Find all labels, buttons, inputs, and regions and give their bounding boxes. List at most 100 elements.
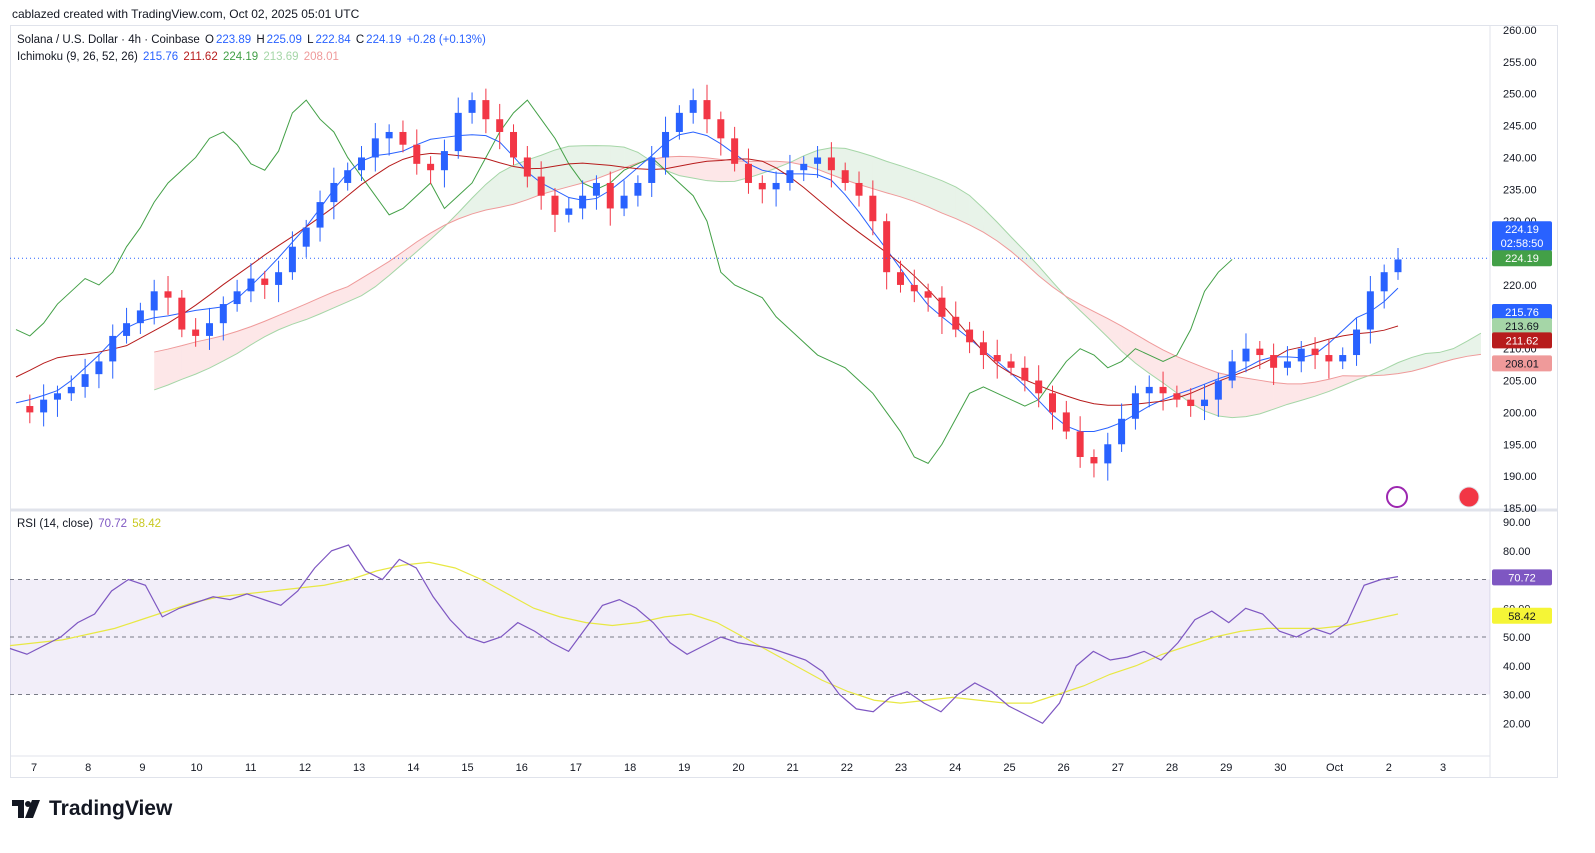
legend-open: 223.89 bbox=[215, 34, 252, 46]
candle-body bbox=[703, 100, 711, 120]
time-axis-tick: 15 bbox=[461, 762, 473, 774]
legend-o-label: O bbox=[205, 34, 214, 46]
ichimoku-cloud-segment bbox=[1232, 375, 1246, 418]
candle-body bbox=[565, 208, 573, 215]
rsi-line bbox=[9, 544, 1399, 725]
candle-body bbox=[1159, 386, 1167, 394]
candle-body bbox=[855, 182, 863, 196]
ichimoku-cloud-segment bbox=[306, 297, 321, 320]
time-axis-tick: 2 bbox=[1386, 762, 1392, 774]
candle-body bbox=[1270, 355, 1278, 368]
rsi-ma-line bbox=[9, 561, 1399, 704]
candle-body bbox=[786, 170, 794, 183]
candle-body bbox=[150, 291, 158, 311]
candle-body bbox=[993, 355, 1001, 362]
candle-body bbox=[924, 291, 932, 298]
candle-body bbox=[1366, 291, 1374, 330]
time-axis-tick: 3 bbox=[1440, 762, 1446, 774]
candle-body bbox=[620, 195, 628, 209]
ichimoku-cloud-segment bbox=[762, 161, 777, 174]
candle-body bbox=[1104, 444, 1112, 464]
rsi-ma-badge: 58.42 bbox=[1508, 611, 1536, 623]
candle-body bbox=[399, 131, 407, 145]
ichimoku-cloud-segment bbox=[1093, 311, 1108, 338]
ichimoku-cloud-segment bbox=[707, 157, 721, 182]
candle-body bbox=[1090, 457, 1098, 464]
rsi-ma-legend-value: 58.42 bbox=[132, 518, 162, 530]
candle-body bbox=[772, 182, 780, 190]
rsi-label[interactable]: RSI (14, close) bbox=[17, 518, 94, 530]
flag-icon bbox=[1458, 486, 1480, 508]
ichimoku-cloud-segment bbox=[1245, 378, 1260, 417]
candle-body bbox=[979, 342, 987, 356]
candle-body bbox=[247, 278, 255, 292]
time-axis-tick: 25 bbox=[1003, 762, 1015, 774]
candle-body bbox=[758, 182, 766, 190]
candle-body bbox=[592, 182, 600, 196]
ichimoku-cloud-segment bbox=[1411, 353, 1426, 372]
candle-body bbox=[385, 131, 393, 139]
time-axis-tick: 29 bbox=[1220, 762, 1232, 774]
ichimoku-span-a-line bbox=[154, 145, 1482, 419]
candle-body bbox=[634, 182, 642, 196]
candle-body bbox=[81, 374, 89, 387]
ichimoku-span-b-line bbox=[154, 155, 1481, 385]
candle-body bbox=[1131, 393, 1139, 419]
price-axis-tick: 245.00 bbox=[1503, 121, 1537, 133]
ichimoku-cloud-segment bbox=[941, 180, 956, 219]
time-axis-tick: 24 bbox=[949, 762, 961, 774]
ichimoku-cloud-segment bbox=[900, 165, 915, 202]
candle-body bbox=[454, 112, 462, 152]
ichimoku-label[interactable]: Ichimoku (9, 26, 52, 26) bbox=[17, 51, 138, 63]
conversion-badge: 215.76 bbox=[1505, 307, 1539, 319]
candle-body bbox=[869, 195, 877, 222]
main-legend: Solana / U.S. Dollar · 4h · Coinbase O 22… bbox=[17, 34, 488, 46]
ichimoku-base-line bbox=[15, 152, 1399, 406]
chart-frame[interactable] bbox=[10, 25, 1558, 778]
candle-body bbox=[1380, 272, 1388, 292]
legend-symbol[interactable]: Solana / U.S. Dollar · 4h · Coinbase bbox=[17, 34, 200, 46]
time-axis-tick: 23 bbox=[895, 762, 907, 774]
candle-body bbox=[192, 329, 200, 336]
candle-body bbox=[1049, 393, 1056, 413]
ichimoku-conversion-line bbox=[15, 131, 1399, 433]
ichimoku-cloud-segment bbox=[1301, 382, 1316, 401]
candle-body bbox=[883, 221, 891, 273]
ichimoku-legend: Ichimoku (9, 26, 52, 26) 215.76 211.62 2… bbox=[17, 51, 341, 63]
candle-body bbox=[1021, 367, 1029, 381]
ichimoku-cloud-segment bbox=[1467, 333, 1481, 357]
candle-body bbox=[1076, 431, 1084, 458]
ichimoku-cloud-segment bbox=[1080, 304, 1094, 324]
ichimoku-cloud-segment bbox=[969, 195, 984, 233]
ichimoku-cloud-segment bbox=[983, 208, 998, 241]
candle-body bbox=[288, 246, 296, 273]
ichimoku-span-a-value: 213.69 bbox=[263, 51, 299, 63]
candle-body bbox=[662, 131, 670, 158]
ichimoku-cloud-segment bbox=[320, 291, 334, 314]
ichimoku-cloud-segment bbox=[499, 165, 514, 208]
rsi-legend-value: 70.72 bbox=[98, 518, 128, 530]
candle-body bbox=[1035, 380, 1043, 394]
candle-body bbox=[261, 278, 269, 285]
rsi-axis-tick: 40.00 bbox=[1503, 661, 1531, 673]
price-axis-tick: 190.00 bbox=[1503, 471, 1537, 483]
candle-body bbox=[814, 157, 822, 164]
time-axis-tick: 22 bbox=[841, 762, 853, 774]
ichimoku-cloud-segment bbox=[1328, 375, 1343, 392]
candle-body bbox=[1201, 399, 1209, 407]
candle-body bbox=[233, 291, 241, 305]
ichimoku-cloud-segment bbox=[720, 159, 735, 182]
legend-low: 222.84 bbox=[315, 34, 351, 46]
ichimoku-cloud-segment bbox=[1342, 375, 1357, 386]
candle-body bbox=[1339, 355, 1347, 362]
candle-body bbox=[427, 163, 435, 171]
candle-body bbox=[468, 100, 476, 113]
ichimoku-cloud-segment bbox=[1439, 348, 1454, 364]
legend-h-label: H bbox=[256, 34, 265, 46]
candle-body bbox=[302, 227, 310, 247]
candle-body bbox=[717, 119, 725, 139]
candle-body bbox=[1228, 361, 1236, 381]
candle-body bbox=[827, 157, 835, 171]
candle-body bbox=[164, 291, 172, 298]
